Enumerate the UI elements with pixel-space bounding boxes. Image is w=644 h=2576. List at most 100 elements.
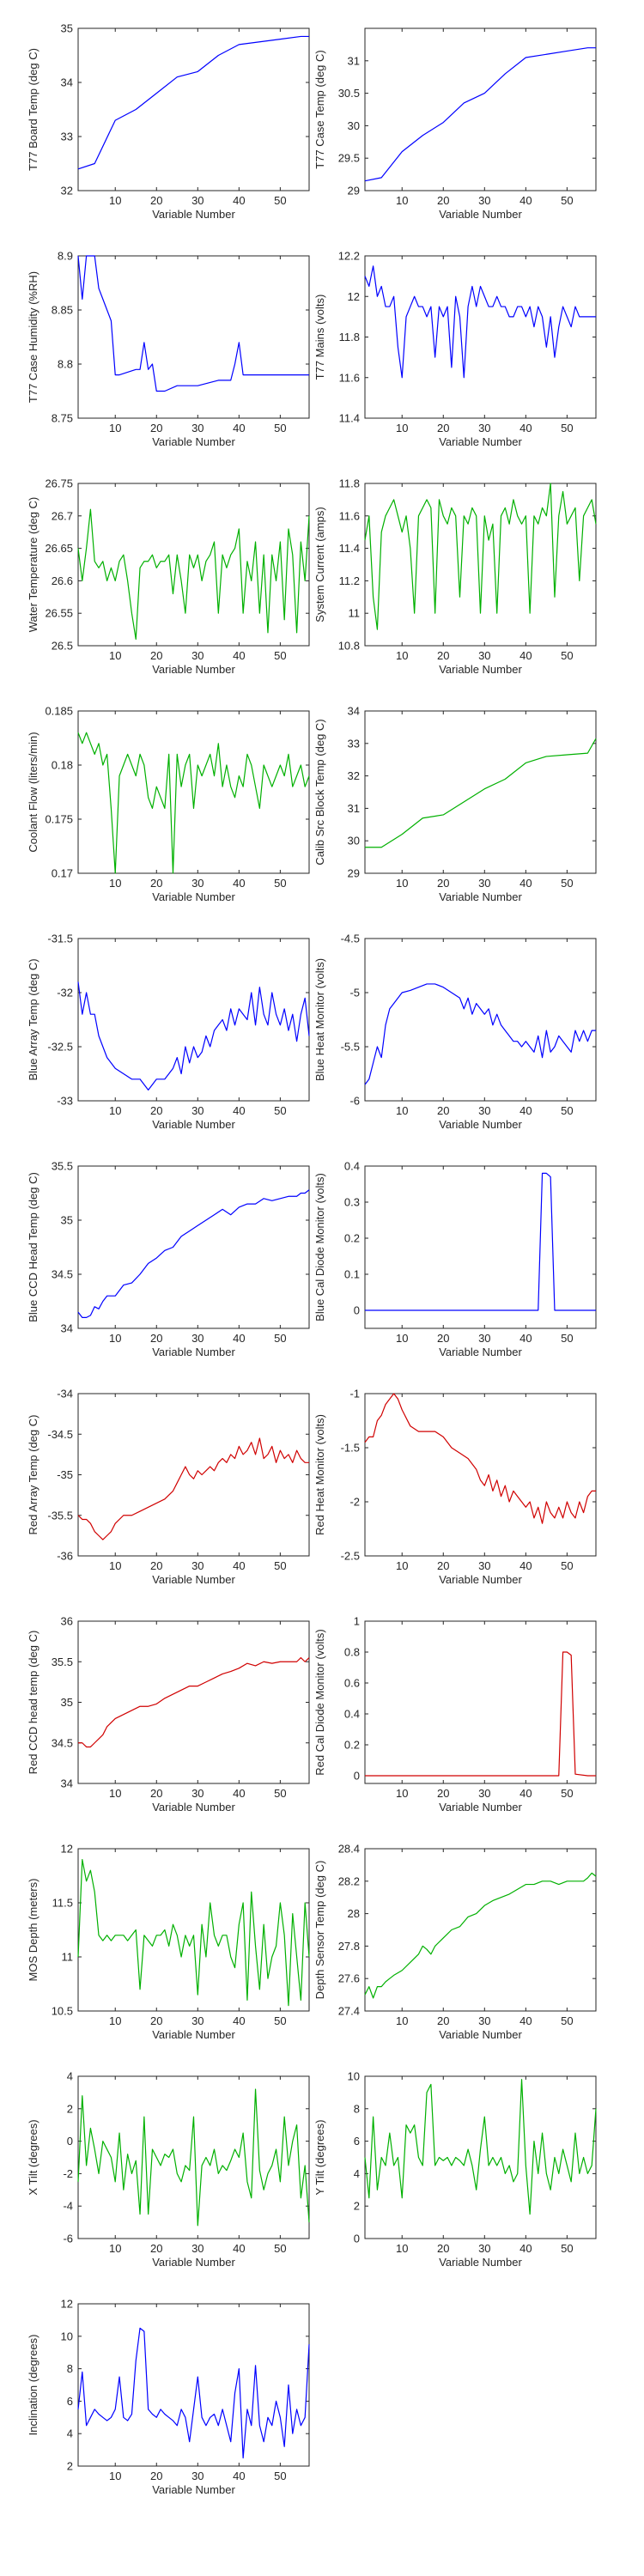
x-tick-label: 10 xyxy=(109,1332,121,1345)
x-tick-label: 50 xyxy=(561,2014,573,2027)
x-tick-label: 30 xyxy=(191,877,204,890)
x-tick-label: 30 xyxy=(478,877,490,890)
x-tick-label: 20 xyxy=(150,649,162,662)
y-tick-label: 34.5 xyxy=(52,1736,73,1749)
x-tick-label: 50 xyxy=(274,422,286,434)
x-tick-label: 10 xyxy=(396,2242,408,2255)
x-tick-label: 50 xyxy=(561,422,573,434)
x-tick-label: 10 xyxy=(109,877,121,890)
y-tick-label: 28.2 xyxy=(338,1874,360,1887)
x-tick-label: 40 xyxy=(233,422,245,434)
y-tick-label: 12 xyxy=(61,1843,73,1856)
series-line xyxy=(365,1651,596,1777)
y-tick-label: 11.2 xyxy=(339,574,360,587)
x-tick-label: 10 xyxy=(396,877,408,890)
chart-panel-7: 10 20 30 40 50 0.17 0.175 0.18 0.185 Variable Num… xyxy=(27,705,310,903)
x-tick-label: 30 xyxy=(191,1559,204,1572)
y-tick-label: 33 xyxy=(61,131,73,143)
y-tick-label: -34 xyxy=(57,1388,73,1400)
series-line xyxy=(364,265,596,379)
x-tick-label: 40 xyxy=(233,194,245,207)
y-tick-label: 29 xyxy=(348,185,360,197)
x-tick-label: 40 xyxy=(519,1787,532,1800)
x-axis-label: Variable Number xyxy=(152,1346,235,1358)
y-tick-label: 0.175 xyxy=(45,813,73,826)
y-tick-label: 34 xyxy=(348,705,360,718)
x-axis-label: Variable Number xyxy=(152,2028,235,2041)
y-tick-label: 11.4 xyxy=(339,542,360,555)
chart-panel-2: 10 20 30 40 50 29 29.5 30 30.5 31 Variable Number T… xyxy=(313,27,597,221)
y-tick-label: 8 xyxy=(67,2362,73,2375)
plot-area xyxy=(77,2303,310,2467)
y-tick-label: -36 xyxy=(57,1550,73,1563)
y-tick-label: 29 xyxy=(348,867,360,880)
x-tick-label: 40 xyxy=(519,2242,532,2255)
y-tick-label: 2 xyxy=(67,2102,73,2115)
x-tick-label: 20 xyxy=(437,1332,449,1345)
x-tick-label: 50 xyxy=(561,649,573,662)
y-tick-label: 0 xyxy=(354,2233,360,2245)
x-tick-label: 10 xyxy=(109,2014,121,2027)
x-tick-label: 30 xyxy=(478,2242,490,2255)
y-tick-label: 4 xyxy=(354,2167,360,2180)
y-tick-label: 35.5 xyxy=(52,1656,73,1668)
y-tick-label: 35 xyxy=(61,22,73,35)
y-axis-label: Coolant Flow (liters/min) xyxy=(27,732,39,852)
x-tick-label: 20 xyxy=(150,877,162,890)
y-tick-label: 34 xyxy=(61,1777,73,1790)
y-tick-label: 30.5 xyxy=(338,87,360,100)
x-axis-label: Variable Number xyxy=(152,435,235,448)
x-tick-label: 40 xyxy=(519,422,532,434)
x-tick-label: 30 xyxy=(478,422,490,434)
y-axis-label: T77 Mains (volts) xyxy=(313,295,326,380)
y-axis-label: Red CCD head temp (deg C) xyxy=(27,1631,39,1775)
y-tick-label: 35.5 xyxy=(52,1160,73,1173)
x-tick-label: 10 xyxy=(109,649,121,662)
series-line xyxy=(77,1437,309,1540)
chart-panel-20: 10 20 30 40 50 0 2 4 6 8 10 Variable Number Y Tilt (… xyxy=(313,2070,597,2269)
x-axis-label: Variable Number xyxy=(439,435,522,448)
y-tick-label: 26.5 xyxy=(52,640,73,653)
plot-area xyxy=(364,27,597,191)
x-tick-label: 20 xyxy=(150,1332,162,1345)
x-tick-label: 20 xyxy=(150,1559,162,1572)
y-tick-label: -31.5 xyxy=(47,933,73,945)
x-tick-label: 20 xyxy=(150,1104,162,1117)
y-tick-label: 0 xyxy=(354,1304,360,1317)
x-tick-label: 30 xyxy=(191,1104,204,1117)
chart-panel-3: 10 20 30 40 50 8.75 8.8 8.85 8.9 Variable Number T… xyxy=(27,250,310,448)
y-tick-label: 0.18 xyxy=(52,759,73,772)
x-tick-label: 50 xyxy=(274,2014,286,2027)
y-tick-label: 26.55 xyxy=(45,607,73,620)
y-tick-label: 0.6 xyxy=(344,1677,360,1690)
y-tick-label: 4 xyxy=(67,2070,73,2083)
x-axis-label: Variable Number xyxy=(152,1573,235,1586)
x-tick-label: 30 xyxy=(478,194,490,207)
series-line xyxy=(77,1859,310,2007)
y-tick-label: 10 xyxy=(348,2070,360,2083)
series-line xyxy=(77,2327,310,2459)
y-tick-label: 8 xyxy=(354,2102,360,2115)
x-tick-label: 40 xyxy=(519,2014,532,2027)
x-axis-label: Variable Number xyxy=(439,208,522,221)
x-tick-label: 40 xyxy=(233,1559,245,1572)
y-tick-label: 0.4 xyxy=(344,1160,360,1173)
y-tick-label: 26.75 xyxy=(45,477,73,490)
chart-panel-18: 10 20 30 40 50 27.4 27.6 27.8 28 28.2 28.4 Variable… xyxy=(313,1843,597,2041)
x-tick-label: 30 xyxy=(478,1559,490,1572)
plot-area xyxy=(77,1848,310,2012)
x-tick-label: 10 xyxy=(396,2014,408,2027)
x-axis-label: Variable Number xyxy=(439,1118,522,1131)
y-tick-label: 8.85 xyxy=(52,304,73,317)
x-axis-label: Variable Number xyxy=(439,890,522,903)
x-axis-label: Variable Number xyxy=(152,890,235,903)
x-tick-label: 50 xyxy=(274,194,286,207)
x-tick-label: 50 xyxy=(274,1787,286,1800)
y-tick-label: 30 xyxy=(348,835,360,848)
y-tick-label: 0 xyxy=(354,1770,360,1783)
x-tick-label: 30 xyxy=(478,1787,490,1800)
x-tick-label: 40 xyxy=(519,1104,532,1117)
x-tick-label: 30 xyxy=(191,422,204,434)
x-tick-label: 50 xyxy=(274,649,286,662)
